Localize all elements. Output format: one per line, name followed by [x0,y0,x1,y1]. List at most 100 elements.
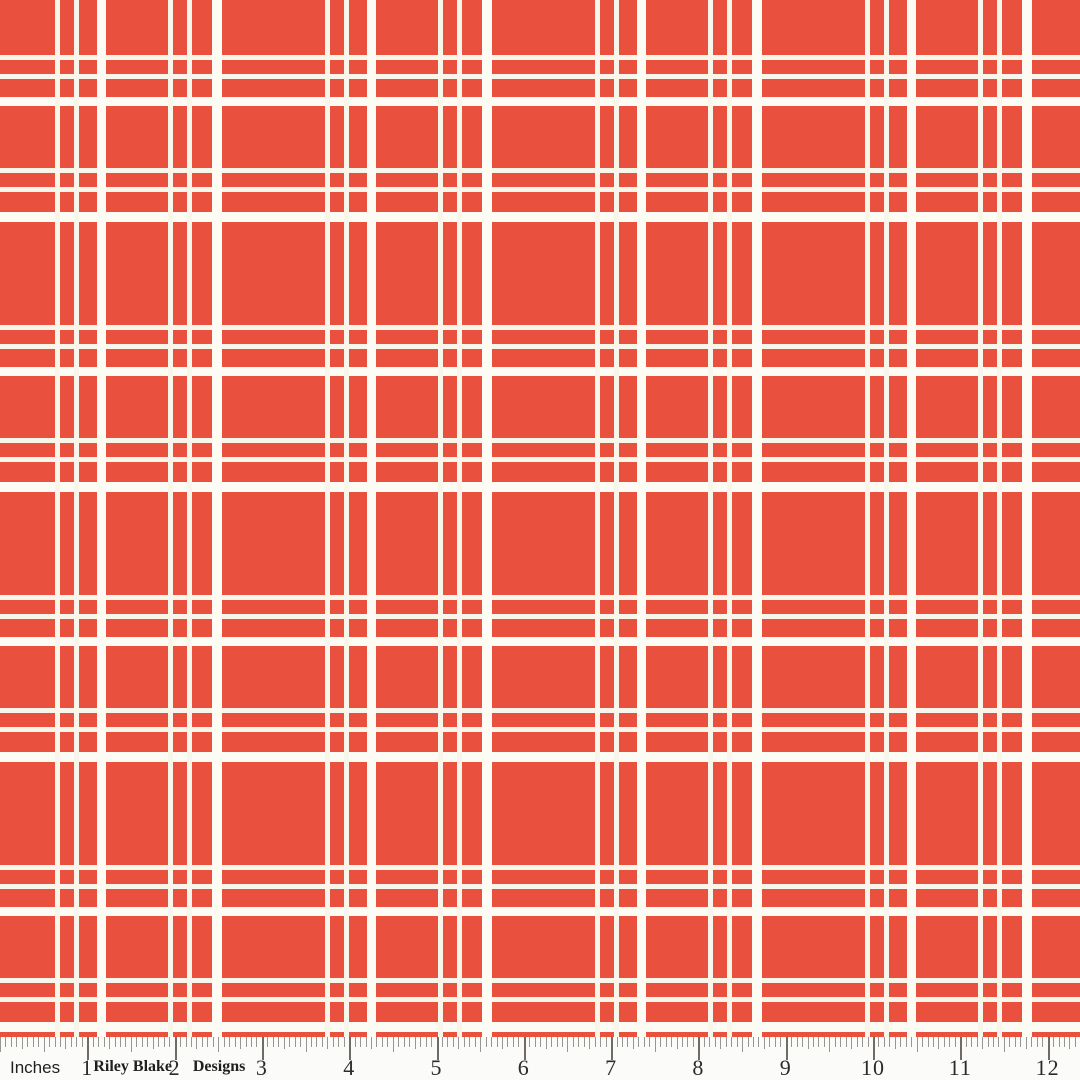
ruler-number: 11 [948,1055,972,1080]
ruler-tick [627,1037,629,1047]
ruler-tick [987,1037,989,1047]
ruler-tick [572,1037,574,1047]
ruler-tick [605,1037,607,1047]
ruler-tick [70,1037,72,1047]
ruler-tick [180,1037,182,1047]
ruler-tick [567,1037,569,1052]
ruler-tick [676,1037,678,1049]
ruler-tick [354,1037,356,1047]
ruler-tick [1063,1037,1065,1047]
ruler-tick [136,1037,138,1047]
ruler-tick [420,1037,422,1047]
ruler-number: 1 [81,1055,94,1080]
ruler-tick [867,1037,869,1047]
ruler-inch-tick [785,1037,788,1060]
ruler-tick [818,1037,820,1047]
ruler-tick [1074,1037,1076,1047]
ruler-tick [534,1037,536,1047]
ruler-tick [938,1037,940,1049]
ruler-tick [447,1037,449,1047]
ruler-tick [212,1037,214,1047]
ruler-number: 8 [692,1055,705,1080]
ruler-tick [311,1037,312,1047]
ruler-tick [632,1037,634,1049]
ruler-tick [791,1037,793,1047]
ruler-tick [916,1037,918,1052]
ruler-tick [147,1037,149,1047]
ruler-inch-tick [873,1037,875,1060]
ruler-inch-tick [960,1037,963,1060]
ruler-tick [501,1037,503,1049]
ruler-tick [714,1037,716,1047]
ruler-tick [665,1037,667,1047]
ruler-tick [834,1037,836,1047]
ruler-tick [431,1037,433,1047]
ruler-tick [551,1037,553,1047]
ruler-tick [878,1037,880,1047]
ruler-inch-tick [611,1037,614,1060]
ruler-tick [769,1037,771,1047]
ruler-tick [807,1037,809,1049]
ruler-tick [600,1037,602,1047]
ruler-tick [392,1037,394,1052]
ruler-tick [507,1037,509,1047]
ruler-tick [512,1037,514,1047]
ruler-tick [414,1037,416,1049]
ruler-tick [643,1037,645,1047]
ruler-tick [125,1037,127,1047]
ruler-tick [381,1037,383,1047]
ruler-tick [81,1037,83,1047]
ruler-inch-tick [436,1037,439,1060]
ruler-tick [796,1037,798,1047]
ruler-tick [616,1037,618,1047]
ruler-tick [660,1037,662,1047]
ruler-tick [774,1037,776,1047]
ruler-tick [283,1037,285,1049]
ruler-tick [1069,1037,1071,1049]
ruler-tick [671,1037,673,1047]
ruler-tick [491,1037,493,1047]
ruler-tick [196,1037,198,1049]
ruler-tick [474,1037,476,1047]
plaid-fabric-swatch [0,0,1080,1037]
ruler-tick [649,1037,651,1047]
ruler-tick [845,1037,847,1047]
ruler-tick [654,1037,656,1052]
ruler-tick [638,1037,640,1047]
ruler-tick [976,1037,978,1047]
ruler-tick [545,1037,547,1049]
ruler-tick [289,1037,291,1047]
ruler-tick [245,1037,247,1047]
ruler-tick [594,1037,596,1047]
ruler-number: 4 [343,1055,356,1080]
ruler-tick [234,1037,236,1047]
ruler-tick [103,1037,105,1047]
ruler-tick [1058,1037,1060,1047]
ruler-tick [829,1037,831,1052]
brand-riley-blake-label: Riley Blake [93,1058,173,1075]
ruler-tick [256,1037,258,1047]
ruler-tick [76,1037,78,1047]
ruler-tick [371,1037,373,1049]
ruler-tick [27,1037,29,1047]
ruler-number: 3 [255,1055,268,1080]
ruler-tick [1042,1037,1044,1047]
ruler-tick [1014,1037,1016,1047]
ruler-tick [752,1037,754,1047]
ruler-tick [218,1037,220,1052]
ruler-tick [540,1037,542,1047]
ruler-tick [900,1037,902,1047]
ruler-tick [65,1037,67,1049]
ruler-tick [43,1037,45,1052]
ruler-tick [889,1037,891,1047]
ruler-tick [529,1037,531,1047]
ruler-tick [720,1037,722,1049]
ruler-tick [229,1037,231,1047]
ruler-tick [922,1037,924,1047]
ruler-tick [982,1037,984,1049]
ruler-tick [441,1037,443,1047]
inch-ruler: Inches Riley Blake Designs 1 2 3 4 5 6 7 8 9 10 11… [0,1037,1080,1080]
brand-designs-label: Designs [192,1058,246,1075]
ruler-tick [10,1037,12,1047]
